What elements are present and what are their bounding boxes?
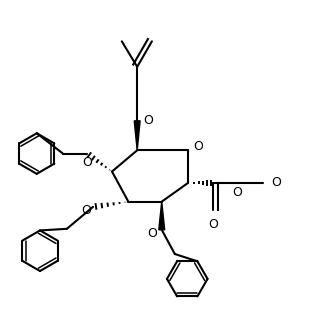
Polygon shape <box>134 121 140 150</box>
Text: O: O <box>143 114 153 127</box>
Text: O: O <box>271 177 281 189</box>
Text: O: O <box>233 186 243 199</box>
Polygon shape <box>159 202 165 230</box>
Text: O: O <box>148 227 157 240</box>
Text: O: O <box>81 204 91 217</box>
Text: O: O <box>193 140 203 152</box>
Text: O: O <box>209 218 218 231</box>
Text: O: O <box>82 156 92 169</box>
